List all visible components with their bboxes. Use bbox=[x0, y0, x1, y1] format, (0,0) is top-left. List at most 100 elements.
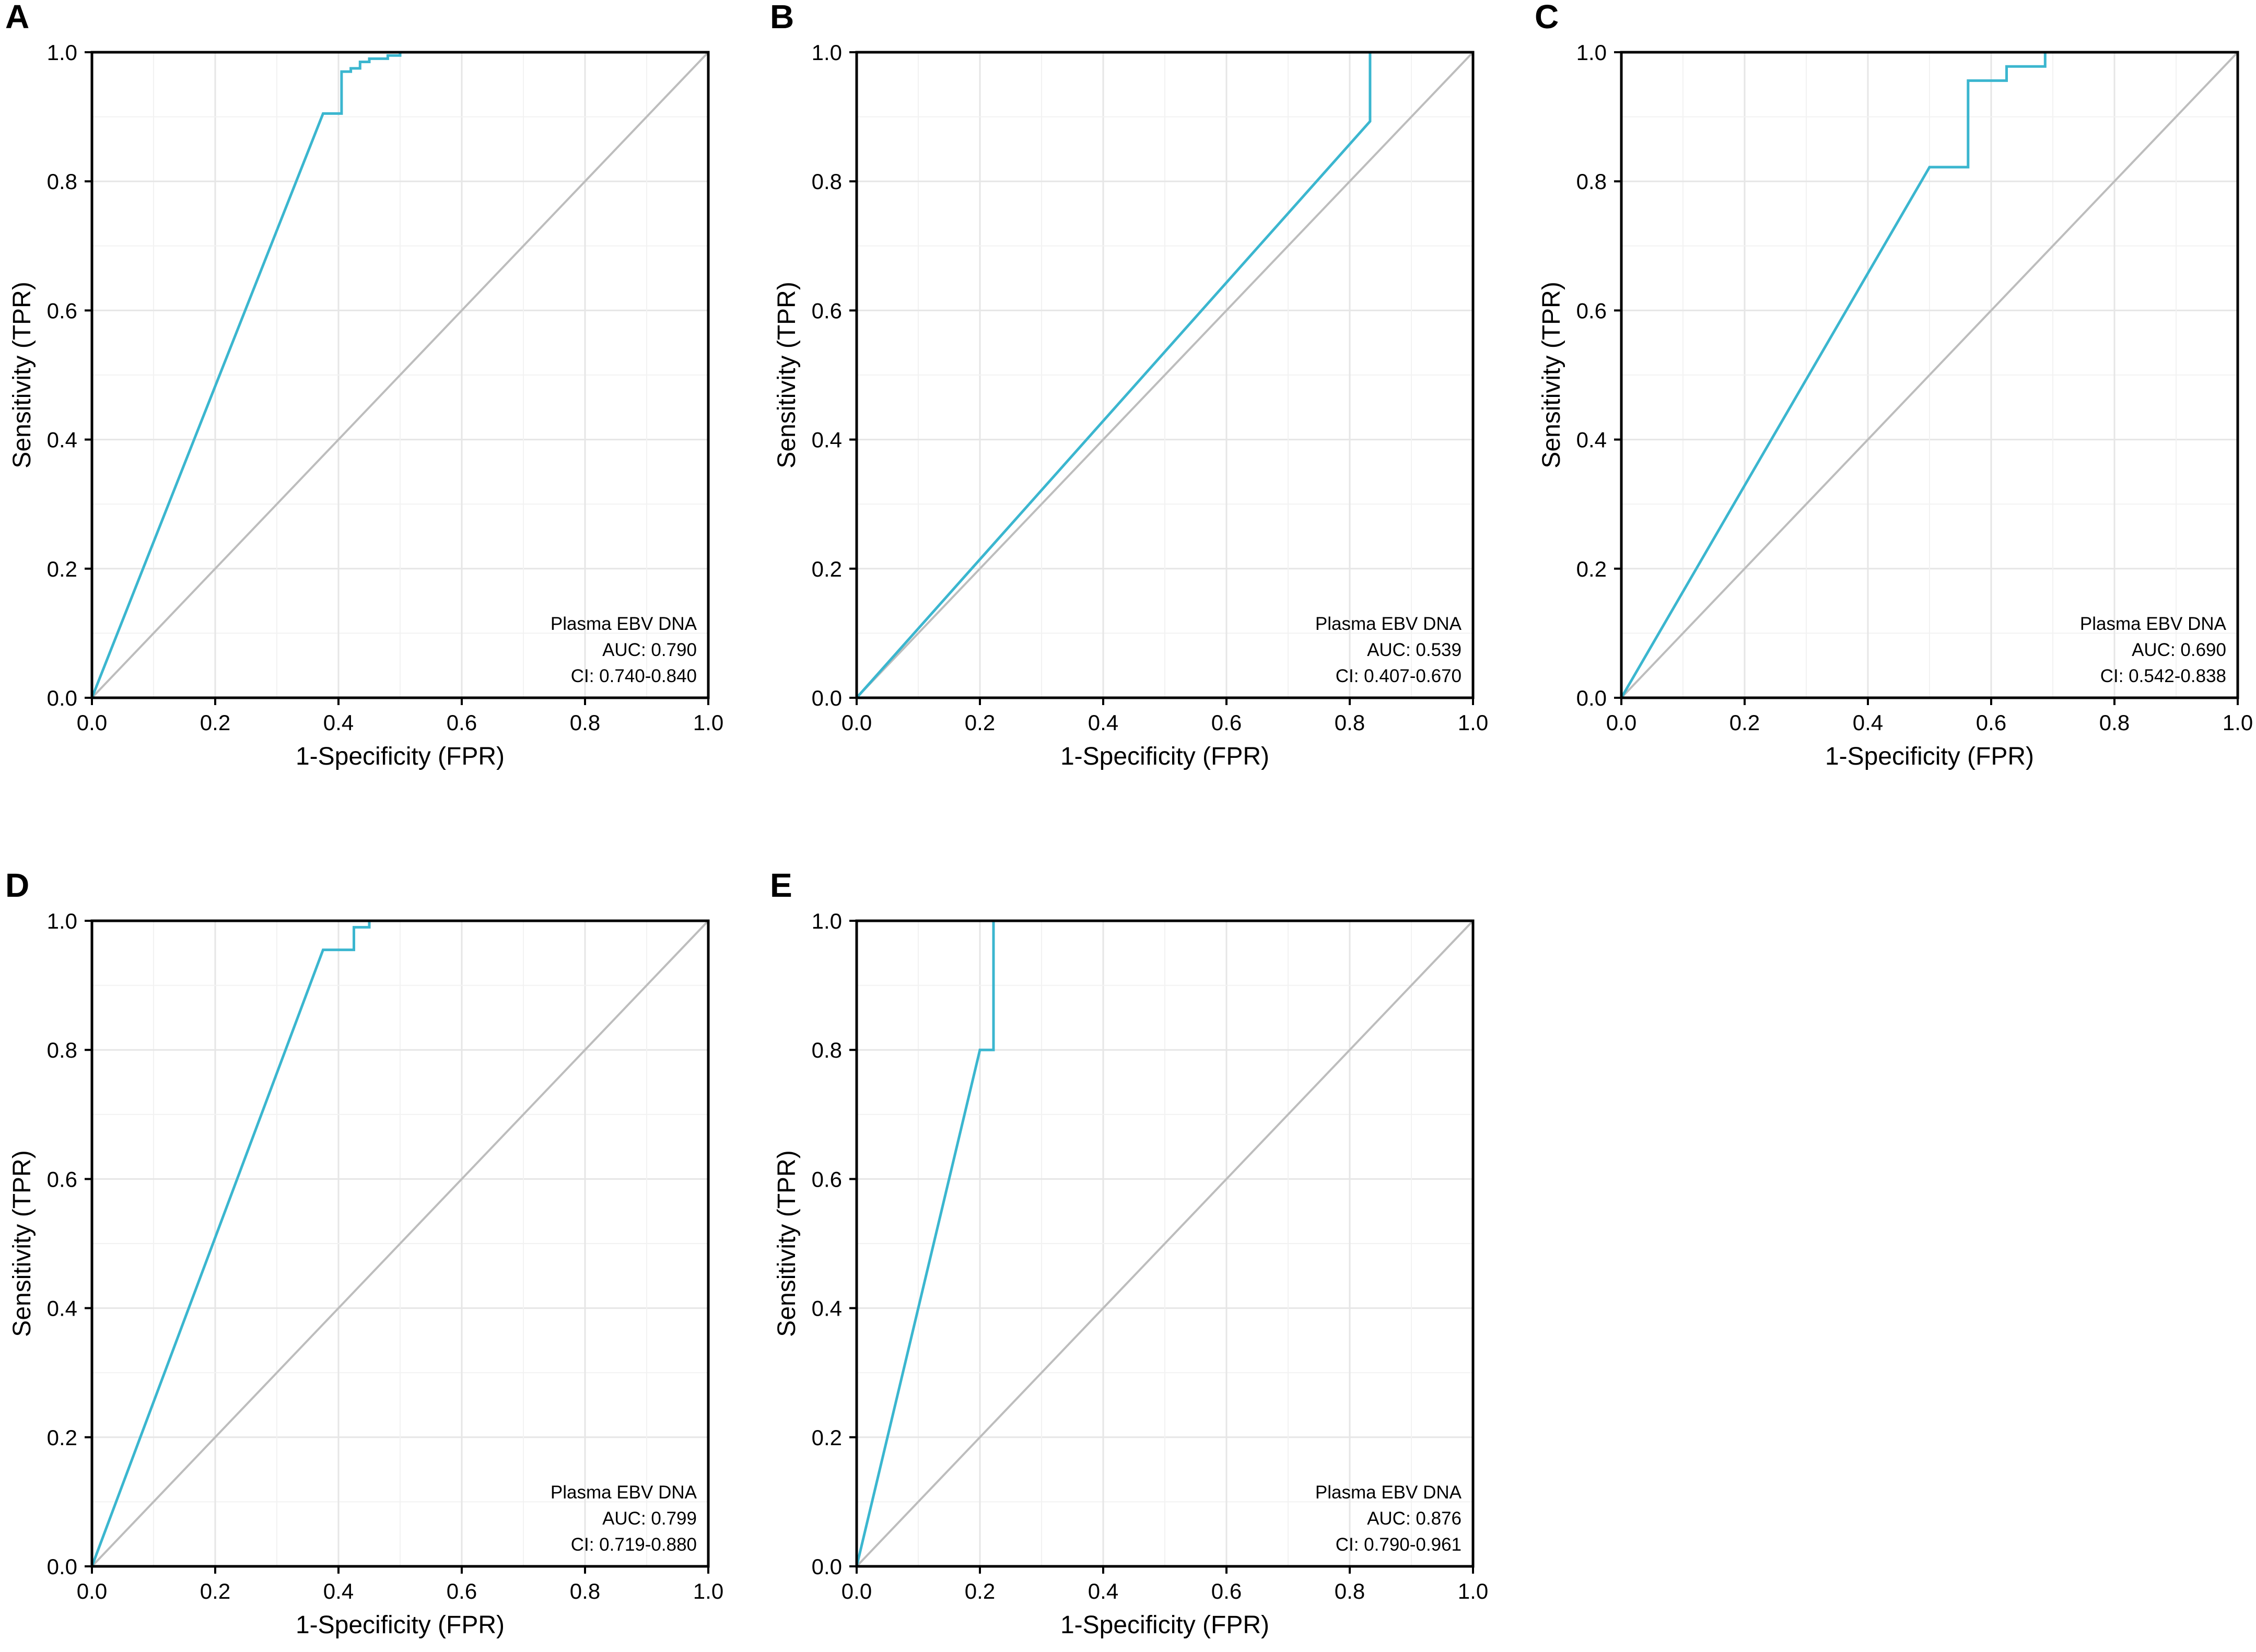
x-tick-label: 0.8 bbox=[570, 710, 600, 735]
x-tick-label: 0.0 bbox=[841, 1579, 872, 1603]
x-tick-label: 0.8 bbox=[570, 1579, 600, 1603]
y-tick-label: 0.8 bbox=[1576, 169, 1607, 194]
plot-frame bbox=[855, 919, 1475, 1568]
legend-title: Plasma EBV DNA bbox=[1315, 1482, 1462, 1503]
x-tick-label: 0.4 bbox=[323, 1579, 354, 1603]
reference-diagonal-line bbox=[856, 51, 1474, 699]
y-tick-label: 0.8 bbox=[47, 1038, 77, 1062]
roc-panel-e: E 0.0 0.2 0.4 0.6 0.8 1.0 0.0 0.2 0.4 0.6 0.8 1.0 1-… bbox=[770, 869, 1522, 1652]
x-axis-label: 1-Specificity (FPR) bbox=[1060, 743, 1269, 770]
y-tick-label: 0.8 bbox=[812, 1038, 842, 1062]
legend-auc: AUC: 0.799 bbox=[602, 1508, 697, 1529]
x-tick-label: 0.2 bbox=[200, 710, 230, 735]
x-tick-label: 1.0 bbox=[1458, 1579, 1488, 1603]
y-tick-label: 0.8 bbox=[812, 169, 842, 194]
legend-auc: AUC: 0.790 bbox=[602, 640, 697, 660]
roc-chart: 0.0 0.2 0.4 0.6 0.8 1.0 0.0 0.2 0.4 0.6 0.8 1.0 1-Sp… bbox=[8, 909, 723, 1639]
x-tick-label: 0.6 bbox=[1211, 1579, 1242, 1603]
legend-ci: CI: 0.740-0.840 bbox=[571, 666, 697, 686]
roc-curve-line bbox=[90, 51, 708, 698]
y-axis-label: Sensitivity (TPR) bbox=[8, 1150, 36, 1337]
roc-curve-line bbox=[1620, 51, 2238, 699]
y-tick-label: 0.0 bbox=[812, 1554, 842, 1579]
reference-diagonal-line bbox=[1620, 51, 2239, 699]
panel-label: E bbox=[770, 866, 792, 904]
y-tick-label: 0.8 bbox=[47, 169, 77, 194]
plot-frame bbox=[1620, 51, 2239, 699]
x-tick-label: 0.2 bbox=[1729, 710, 1760, 735]
x-tick-label: 0.2 bbox=[965, 710, 995, 735]
x-tick-label: 0.0 bbox=[841, 710, 872, 735]
x-tick-label: 0.2 bbox=[200, 1579, 230, 1603]
y-tick-label: 0.4 bbox=[47, 428, 77, 452]
roc-chart: 0.0 0.2 0.4 0.6 0.8 1.0 0.0 0.2 0.4 0.6 0.8 1.0 1-Sp… bbox=[773, 40, 1488, 770]
legend-title: Plasma EBV DNA bbox=[1315, 614, 1462, 634]
y-tick-label: 0.2 bbox=[47, 557, 77, 581]
reference-diagonal-line bbox=[91, 51, 709, 699]
x-axis-label: 1-Specificity (FPR) bbox=[296, 1611, 505, 1639]
roc-chart: 0.0 0.2 0.4 0.6 0.8 1.0 0.0 0.2 0.4 0.6 0.8 1.0 1-Sp… bbox=[8, 40, 723, 770]
plot-frame bbox=[90, 51, 710, 699]
y-axis-label: Sensitivity (TPR) bbox=[773, 282, 801, 468]
y-axis-label: Sensitivity (TPR) bbox=[1538, 282, 1565, 468]
y-tick-label: 0.0 bbox=[812, 686, 842, 710]
y-tick-label: 0.4 bbox=[1576, 428, 1607, 452]
x-tick-label: 0.2 bbox=[965, 1579, 995, 1603]
roc-panel-b: B 0.0 0.2 0.4 0.6 0.8 1.0 0.0 0.2 0.4 0.6 0.8 1.0 1-… bbox=[770, 0, 1522, 783]
panel-label: C bbox=[1535, 0, 1559, 36]
x-axis-label: 1-Specificity (FPR) bbox=[296, 743, 505, 770]
legend-ci: CI: 0.542-0.838 bbox=[2100, 666, 2226, 686]
y-axis-label: Sensitivity (TPR) bbox=[8, 282, 36, 468]
y-tick-label: 0.4 bbox=[812, 1296, 842, 1321]
x-tick-label: 1.0 bbox=[2223, 710, 2253, 735]
y-tick-label: 1.0 bbox=[47, 909, 77, 933]
x-tick-label: 0.0 bbox=[1606, 710, 1637, 735]
x-tick-label: 0.6 bbox=[447, 710, 477, 735]
roc-panel-c: C 0.0 0.2 0.4 0.6 0.8 1.0 0.0 0.2 0.4 0.6 0.8 1.0 1-… bbox=[1535, 0, 2256, 783]
y-tick-label: 1.0 bbox=[812, 909, 842, 933]
legend-ci: CI: 0.790-0.961 bbox=[1336, 1534, 1462, 1555]
y-tick-label: 0.6 bbox=[47, 1167, 77, 1191]
plot-frame bbox=[855, 51, 1475, 699]
reference-diagonal-line bbox=[856, 920, 1474, 1567]
plot-frame bbox=[90, 919, 710, 1568]
legend-auc: AUC: 0.690 bbox=[2132, 640, 2226, 660]
y-tick-label: 0.0 bbox=[47, 686, 77, 710]
y-tick-label: 0.2 bbox=[47, 1425, 77, 1450]
y-tick-label: 0.6 bbox=[47, 298, 77, 323]
y-tick-label: 0.0 bbox=[47, 1554, 77, 1579]
x-tick-label: 0.6 bbox=[1211, 710, 1242, 735]
y-tick-label: 1.0 bbox=[812, 40, 842, 65]
reference-diagonal-line bbox=[91, 920, 709, 1567]
x-tick-label: 0.0 bbox=[77, 1579, 107, 1603]
y-tick-label: 0.6 bbox=[812, 1167, 842, 1191]
panel-label: B bbox=[770, 0, 794, 36]
x-tick-label: 0.0 bbox=[77, 710, 107, 735]
y-axis-label: Sensitivity (TPR) bbox=[773, 1150, 801, 1337]
y-tick-label: 0.2 bbox=[812, 557, 842, 581]
y-tick-label: 0.4 bbox=[812, 428, 842, 452]
x-tick-label: 0.8 bbox=[1335, 1579, 1365, 1603]
legend-title: Plasma EBV DNA bbox=[551, 1482, 697, 1503]
panel-label: A bbox=[5, 0, 30, 36]
legend-auc: AUC: 0.539 bbox=[1367, 640, 1462, 660]
y-tick-label: 0.6 bbox=[1576, 298, 1607, 323]
y-tick-label: 1.0 bbox=[47, 40, 77, 65]
y-tick-label: 1.0 bbox=[1576, 40, 1607, 65]
x-axis-label: 1-Specificity (FPR) bbox=[1060, 1611, 1269, 1639]
roc-panel-a: A 0.0 0.2 0.4 0.6 0.8 1.0 0.0 0.2 0.4 0.6 0.8 1.0 1-… bbox=[5, 0, 757, 783]
x-tick-label: 0.8 bbox=[2099, 710, 2130, 735]
x-tick-label: 0.6 bbox=[447, 1579, 477, 1603]
y-tick-label: 0.0 bbox=[1576, 686, 1607, 710]
x-tick-label: 1.0 bbox=[693, 1579, 723, 1603]
roc-panel-d: D 0.0 0.2 0.4 0.6 0.8 1.0 0.0 0.2 0.4 0.6 0.8 1.0 1-… bbox=[5, 869, 757, 1652]
x-tick-label: 1.0 bbox=[693, 710, 723, 735]
y-tick-label: 0.6 bbox=[812, 298, 842, 323]
y-tick-label: 0.4 bbox=[47, 1296, 77, 1321]
x-tick-label: 0.6 bbox=[1976, 710, 2006, 735]
x-tick-label: 0.8 bbox=[1335, 710, 1365, 735]
legend-auc: AUC: 0.876 bbox=[1367, 1508, 1462, 1529]
x-axis-label: 1-Specificity (FPR) bbox=[1825, 743, 2034, 770]
legend-title: Plasma EBV DNA bbox=[551, 614, 697, 634]
roc-chart: 0.0 0.2 0.4 0.6 0.8 1.0 0.0 0.2 0.4 0.6 0.8 1.0 1-Sp… bbox=[773, 909, 1488, 1639]
